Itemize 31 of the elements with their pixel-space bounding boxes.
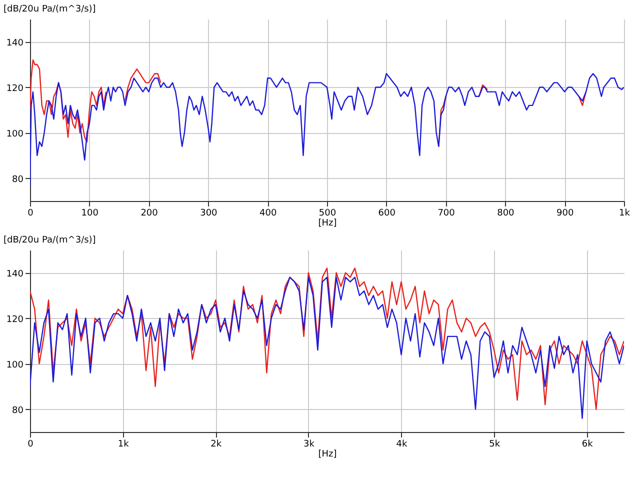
x-tick-label: 700 <box>438 208 456 218</box>
x-tick-label: 1k <box>619 208 631 218</box>
x-tick-label: 3k <box>303 440 316 450</box>
x-tick-label: 100 <box>81 208 99 218</box>
x-tick-label: 6k <box>582 440 594 450</box>
x-tick-label: 0 <box>28 208 34 218</box>
y-tick-label: 120 <box>6 314 24 325</box>
x-axis-title: [Hz] <box>318 450 337 460</box>
x-tick-label: 2k <box>210 440 222 450</box>
y-axis-title: [dB/20u Pa/(m^3/s)] <box>4 4 96 14</box>
x-tick-label: 600 <box>378 208 396 218</box>
x-tick-label: 800 <box>497 208 515 218</box>
x-axis-title: [Hz] <box>318 218 337 228</box>
x-tick-label: 900 <box>556 208 574 218</box>
x-tick-label: 400 <box>260 208 277 218</box>
y-tick-label: 140 <box>6 269 24 280</box>
x-tick-label: 300 <box>200 208 218 218</box>
line-series <box>30 73 624 186</box>
y-tick-label: 80 <box>12 406 24 416</box>
x-tick-label: 0 <box>28 440 34 450</box>
x-tick-label: 200 <box>140 208 158 218</box>
y-axis-title: [dB/20u Pa/(m^3/s)] <box>4 236 96 246</box>
y-tick-label: 120 <box>6 84 24 94</box>
y-tick-label: 80 <box>12 174 24 185</box>
x-tick-label: 5k <box>489 440 501 450</box>
y-tick-label: 100 <box>6 360 24 370</box>
y-tick-label: 140 <box>6 38 24 48</box>
x-tick-label: 1k <box>118 440 130 450</box>
x-tick-label: 4k <box>396 440 408 450</box>
x-tick-label: 500 <box>318 208 336 218</box>
y-tick-label: 100 <box>6 129 24 140</box>
